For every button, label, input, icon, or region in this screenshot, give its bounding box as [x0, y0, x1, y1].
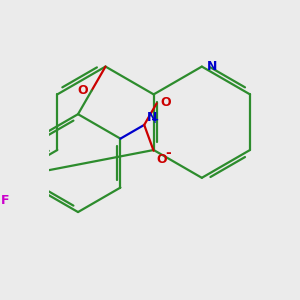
Text: N: N [206, 60, 217, 73]
Text: -: - [165, 146, 171, 160]
Text: O: O [156, 153, 167, 166]
Text: O: O [160, 96, 170, 109]
Text: O: O [77, 84, 88, 97]
Text: Cl: Cl [0, 135, 1, 148]
Text: +: + [151, 115, 159, 125]
Text: F: F [1, 194, 9, 207]
Text: N: N [147, 111, 157, 124]
